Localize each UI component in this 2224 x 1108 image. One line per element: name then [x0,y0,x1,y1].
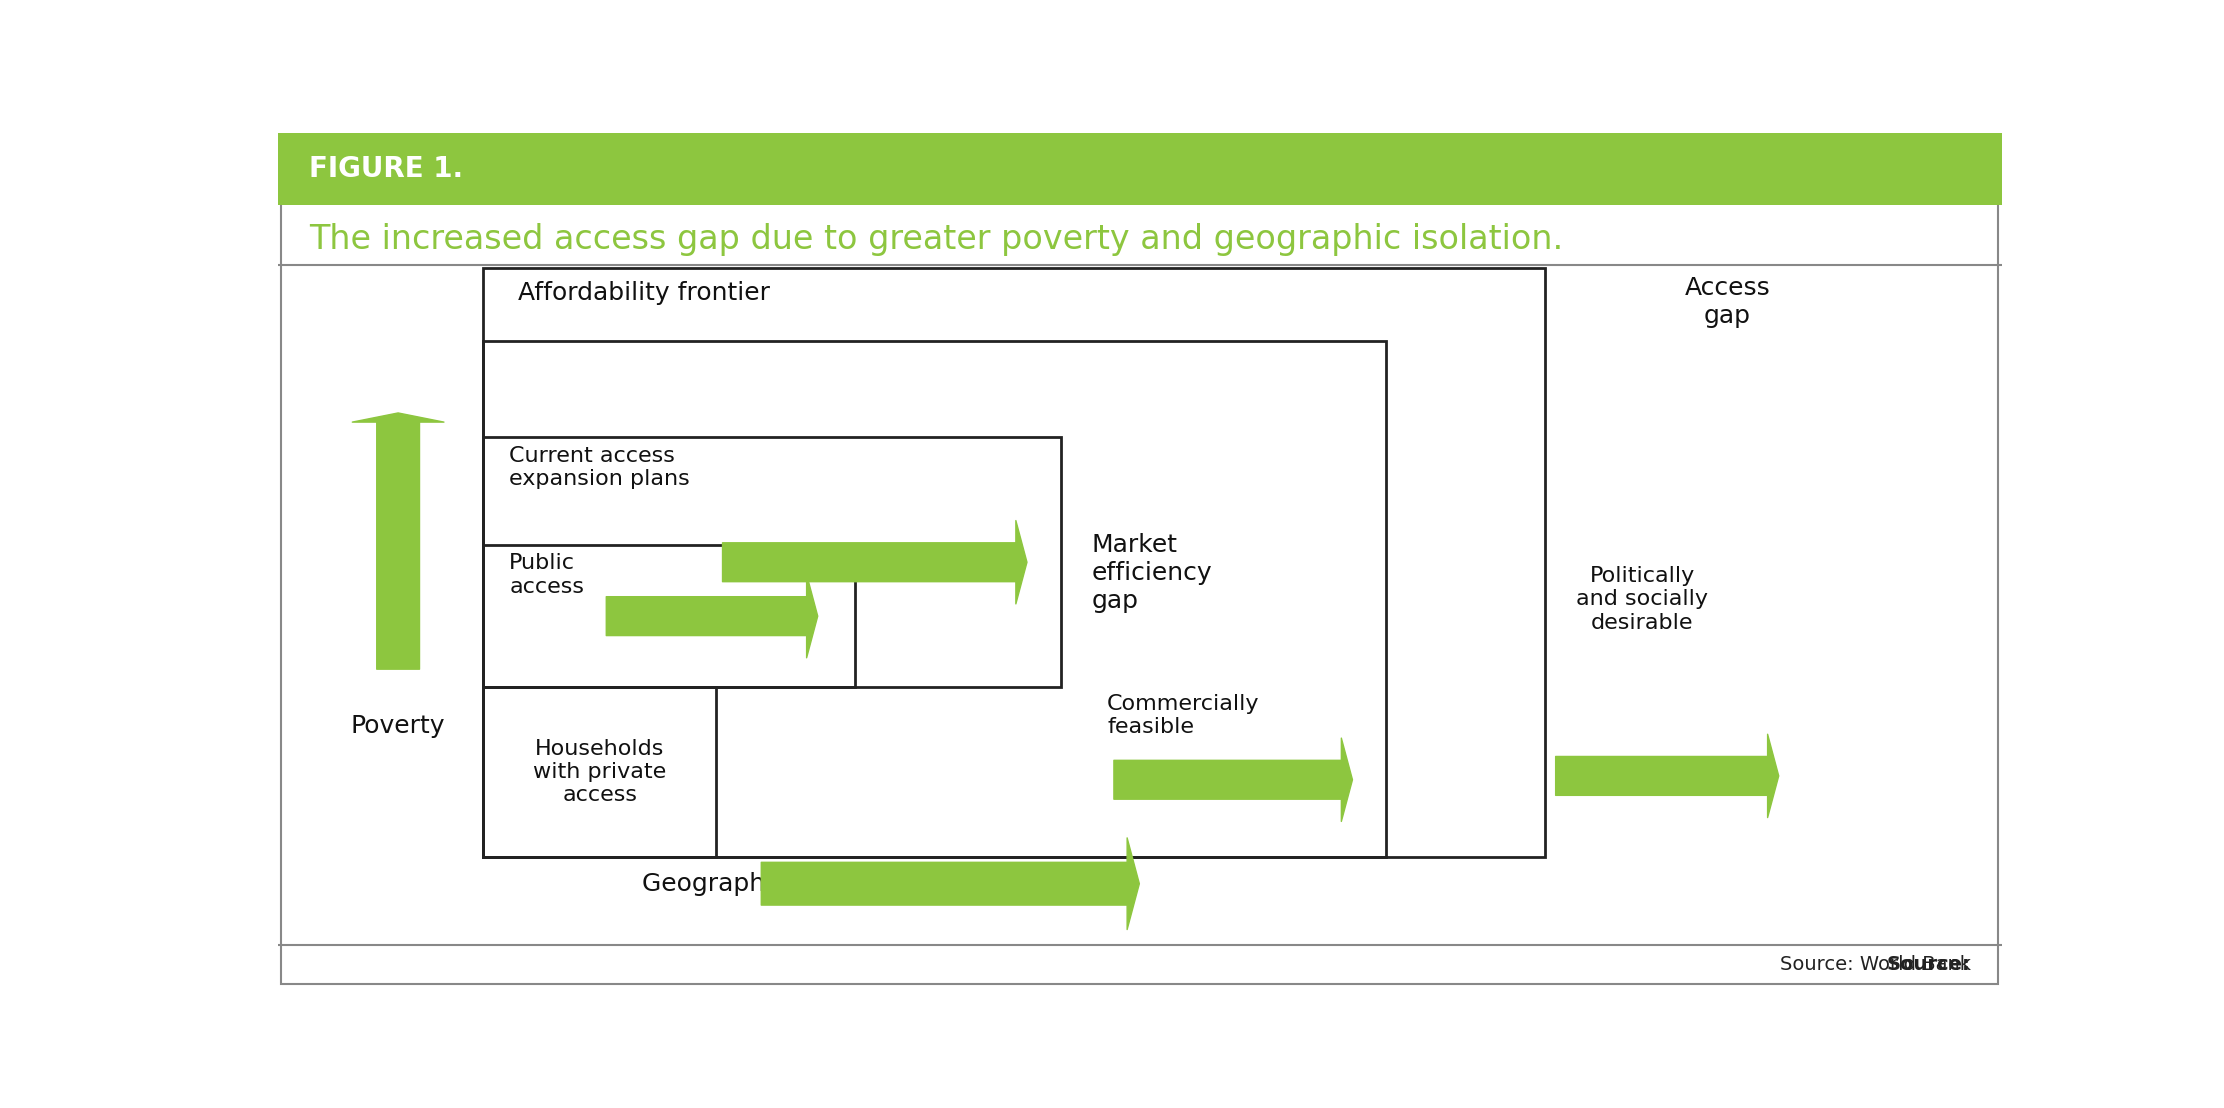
Text: Politically
and socially
desirable: Politically and socially desirable [1577,566,1708,633]
Text: Market
efficiency
gap: Market efficiency gap [1092,533,1212,613]
Bar [483,687,716,856]
Text: Commercially
feasible: Commercially feasible [1108,694,1259,737]
Bar [483,268,1546,856]
Text: Source: World Bank: Source: World Bank [1779,955,1970,974]
Text: Geographic isolation: Geographic isolation [643,872,901,895]
Text: Households
with private
access: Households with private access [534,739,667,806]
Bar [483,341,1386,856]
Text: Poverty: Poverty [351,714,445,738]
Text: Access
gap: Access gap [1684,276,1770,328]
Bar [278,133,2002,205]
Text: Affordability frontier: Affordability frontier [518,280,770,305]
Bar [483,545,856,687]
Text: Source:: Source: [1886,955,1970,974]
Text: Current access
expansion plans: Current access expansion plans [509,445,689,489]
Text: Public
access: Public access [509,553,585,596]
Bar [483,438,1061,687]
Text: FIGURE 1.: FIGURE 1. [309,155,463,183]
Text: The increased access gap due to greater poverty and geographic isolation.: The increased access gap due to greater … [309,223,1563,256]
